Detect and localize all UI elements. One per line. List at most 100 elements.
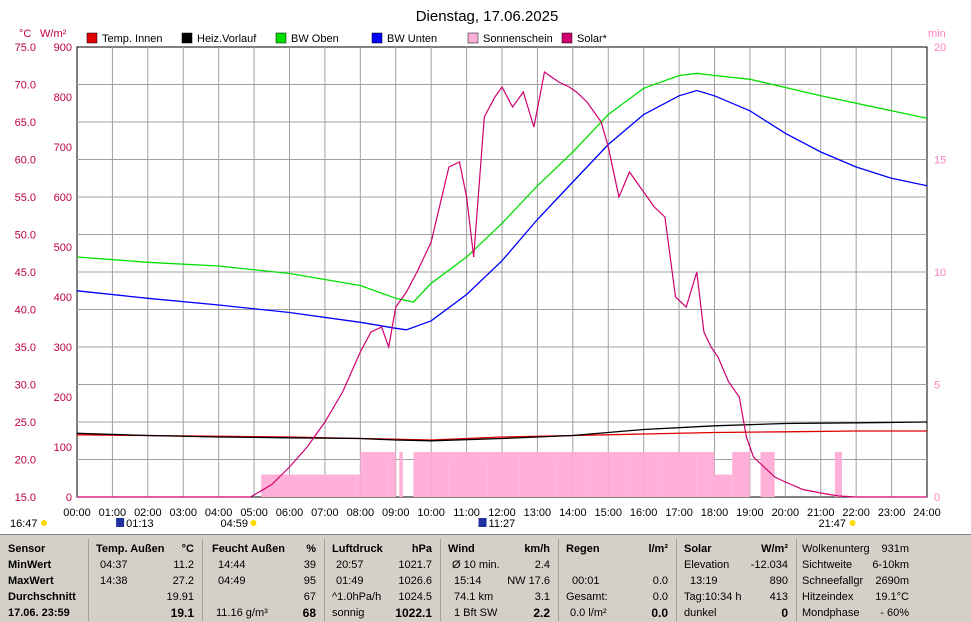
pressure-now-val: 1022.1 [395,606,432,620]
temp-max-val: 27.2 [172,575,194,587]
y-temp-tick-label: 75.0 [15,42,36,54]
x-tick-label: 21:00 [807,507,835,519]
heat-index-val: 19.1°C [875,591,909,603]
sunshine-bar [661,452,680,497]
max-label: MaxWert [8,575,54,587]
unit-wm2: W/m² [40,28,67,40]
snowline-val: 2690m [875,575,909,587]
humidity-min-time: 14:44 [218,559,246,571]
humidity-max-time: 04:49 [218,575,246,587]
x-tick-label: 15:00 [594,507,622,519]
min-label: MinWert [8,559,52,571]
sunshine-bar [760,452,775,497]
wind-header: Wind [448,543,475,555]
x-tick-label: 19:00 [736,507,764,519]
temp-now-val: 19.1 [170,606,194,620]
wind-dist-val: 3.1 [534,591,550,603]
x-tick-label: 05:00 [240,507,268,519]
y-temp-tick-label: 15.0 [15,492,36,504]
wind-now-val: 2.2 [533,606,550,620]
chart-title: Dienstag, 17.06.2025 [416,8,559,25]
wind-max-time: 15:14 [454,575,482,587]
temp-min-val: 11.2 [173,559,194,571]
sunshine-bar [413,452,432,497]
rain-total-val: 0.0 [652,591,668,603]
pressure-min-time: 20:57 [336,559,364,571]
cloud-base-label: Wolkenunterg [802,543,870,555]
x-tick-label: 02:00 [134,507,162,519]
rain-unit: l/m² [648,543,668,555]
solar-desc: dunkel [684,607,717,619]
moon-icon [478,518,487,527]
y-right-tick-label: 5 [934,380,940,392]
y-solar-tick-label: 300 [54,342,72,354]
humidity-unit: % [306,543,316,555]
solar-max-time: 13:19 [690,575,718,587]
wind-bft: 1 Bft SW [454,607,498,619]
humidity-max-val: 95 [303,575,316,587]
x-tick-label: 09:00 [382,507,410,519]
series-line-heiz-vorlauf [76,421,928,442]
pressure-min-val: 1021.7 [398,559,432,571]
series-line-temp-innen [76,430,927,441]
solar-day-label: Tag:10:34 h [684,591,742,603]
sunshine-bar [502,452,520,497]
sunshine-bar [399,452,403,497]
sunshine-bar [466,452,488,497]
sunshine-bar [714,474,733,497]
sunshine-bar [732,452,750,497]
y-right-tick-label: 0 [934,492,940,504]
x-tick-label: 04:00 [205,507,233,519]
pressure-trend: ^1.0hPa/h [332,591,382,603]
temp-header: Temp. Außen [96,543,165,555]
y-solar-tick-label: 700 [54,142,72,154]
sunshine-bar [834,452,842,497]
pressure-column: Luftdruck hPa 20:57 1021.7 01:49 1026.6 ^1.… [324,539,441,621]
legend: Temp. Innen Heiz.Vorlauf BW Oben BW Unten So… [86,32,608,45]
sunshine-bar [431,452,449,497]
sunshine-bar [710,452,715,497]
legend-swatch [371,32,383,44]
legend-label: BW Unten [387,33,437,45]
y-right-tick-label: 20 [934,42,946,54]
wind-max-val: NW 17.6 [507,575,550,587]
sun-icon [849,520,856,526]
rain-now-label: 0.0 l/m² [570,607,607,619]
y-solar-tick-label: 0 [66,492,72,504]
solar-now-val: 0 [781,606,788,620]
rain-val: 0.0 [652,575,668,587]
sunshine-bar [572,452,591,497]
x-tick-label: 20:00 [772,507,800,519]
sunshine-bar [487,452,502,497]
pressure-max-time: 01:49 [336,575,364,587]
rain-column: Regen l/m² 00:01 0.0 Gesamt: 0.0 0.0 l/m² 0.… [558,539,677,621]
temp-max-time: 14:38 [100,575,128,587]
legend-label: Temp. Innen [102,33,163,45]
x-tick-label: 10:00 [417,507,445,519]
y-solar-tick-label: 600 [54,192,72,204]
x-tick-label: 23:00 [878,507,906,519]
pressure-max-val: 1026.6 [398,575,432,587]
sunshine-bar [625,452,644,497]
moon-phase-label: Mondphase [802,607,860,619]
sunshine-bar [590,452,609,497]
y-temp-tick-label: 55.0 [15,192,36,204]
temp-min-time: 04:37 [100,559,128,571]
x-tick-label: 03:00 [169,507,197,519]
heat-index-label: Hitzeindex [802,591,854,603]
x-tick-label: 16:00 [630,507,658,519]
visibility-val: 6-10km [872,559,909,571]
series-line-bw-unten [76,89,928,331]
sunshine-bar [608,452,626,497]
sunshine-bar [360,452,389,497]
sunshine-bar [519,452,538,497]
y-right-tick-label: 15 [934,155,946,167]
y-solar-tick-label: 500 [54,242,72,254]
solar-max-val: 890 [769,575,788,587]
y-solar-tick-label: 800 [54,92,72,104]
x-tick-label: 08:00 [347,507,375,519]
solar-header: Solar [684,543,712,555]
temp-column: Temp. Außen °C 04:37 11.2 14:38 27.2 19.91 … [88,539,203,621]
visibility-label: Sichtweite [802,559,853,571]
cloud-base-val: 931m [881,543,909,555]
